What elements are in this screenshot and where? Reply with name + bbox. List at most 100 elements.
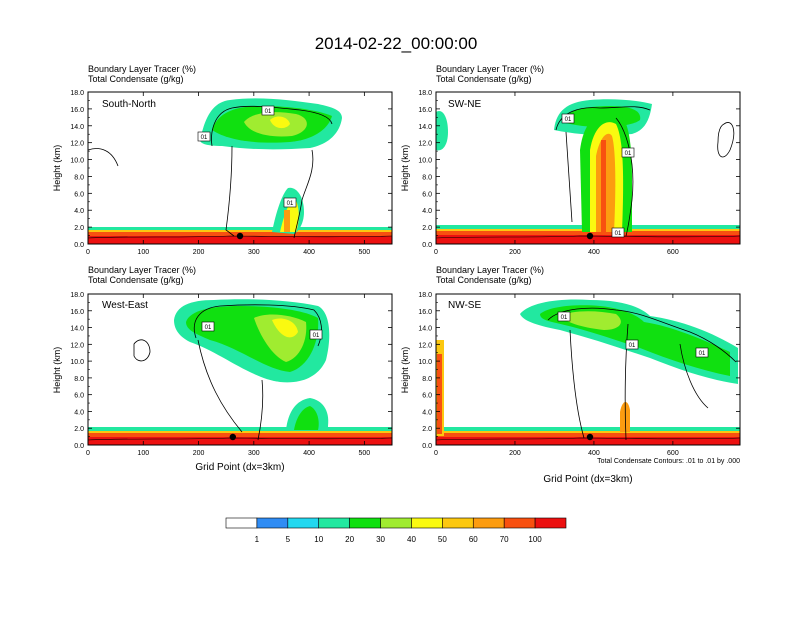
site-marker (586, 433, 594, 441)
y-tick-label: 10.0 (70, 158, 84, 165)
x-tick-label: 500 (359, 249, 371, 256)
colorbar-label: 70 (500, 535, 509, 544)
y-tick-label: 16.0 (418, 107, 432, 114)
x-tick-label: 200 (193, 249, 205, 256)
left-outline (88, 148, 119, 167)
panel-label: SW-NE (448, 99, 481, 110)
x-tick-label: 100 (137, 450, 149, 457)
x-tick-label: 400 (303, 450, 315, 457)
colorbar-swatch (503, 517, 536, 529)
y-tick-label: 4.0 (422, 208, 432, 215)
colorbar-swatch (256, 517, 289, 529)
x-tick-label: 200 (509, 249, 521, 256)
x-tick-label: 600 (667, 249, 679, 256)
y-axis: 0.0 2.0 4.0 6.0 8.0 10.0 12.0 14.0 16.0 18.0 (418, 90, 740, 249)
y-tick-label: 18.0 (418, 90, 432, 97)
colorbar-swatch (411, 517, 443, 529)
anvil-cloud-core (560, 311, 621, 330)
y-tick-label: 18.0 (70, 292, 84, 299)
x-axis: 0 200 400 600 (434, 294, 679, 457)
y-tick-label: 0.0 (74, 242, 84, 249)
colorbar-swatch (287, 517, 320, 529)
plot-area (436, 99, 740, 244)
contour-label: 01 (625, 339, 639, 350)
y-axis-label: Height (km) (400, 347, 410, 394)
contour-label: 01 (261, 105, 275, 116)
svg-text:01: 01 (205, 325, 212, 331)
colorbar-swatch (380, 517, 412, 529)
y-tick-label: 10.0 (70, 359, 84, 366)
surface-band-orange (436, 230, 740, 235)
x-axis-label: Grid Point (dx=3km) (543, 474, 632, 485)
y-tick-label: 0.0 (422, 443, 432, 450)
x-tick-label: 0 (434, 249, 438, 256)
colorbar-swatch (225, 517, 258, 529)
x-tick-label: 300 (248, 450, 260, 457)
y-tick-label: 14.0 (418, 124, 432, 131)
anvil-outline (547, 307, 737, 363)
y-tick-label: 4.0 (74, 409, 84, 416)
site-marker (236, 232, 244, 240)
surface-band-red (436, 436, 740, 445)
anvil-cloud-hot (272, 318, 298, 338)
site-marker (586, 232, 594, 240)
right-outline (717, 122, 735, 158)
y-tick-label: 4.0 (74, 208, 84, 215)
anvil-cloud-hot (270, 116, 290, 129)
y-tick-label: 2.0 (422, 426, 432, 433)
y-axis-label: Height (km) (52, 347, 62, 394)
y-tick-label: 6.0 (74, 393, 84, 400)
panel-label: NW-SE (448, 300, 481, 311)
y-axis: 0.0 2.0 4.0 6.0 8.0 10.0 12.0 14.0 16.0 18.0 (418, 292, 740, 450)
x-tick-label: 400 (588, 450, 600, 457)
surface-band-red (436, 234, 740, 244)
y-tick-label: 2.0 (74, 225, 84, 232)
plot-area (88, 299, 392, 445)
x-axis: 0 100 200 300 400 500 (86, 92, 370, 256)
y-tick-label: 8.0 (422, 376, 432, 383)
y-tick-label: 4.0 (422, 409, 432, 416)
x-tick-label: 200 (193, 450, 205, 457)
x-tick-label: 0 (86, 249, 90, 256)
x-tick-label: 600 (667, 450, 679, 457)
y-axis-label: Height (km) (400, 145, 410, 192)
y-tick-label: 6.0 (74, 191, 84, 198)
y-tick-label: 6.0 (422, 191, 432, 198)
y-axis: 0.0 2.0 4.0 6.0 8.0 10.0 12.0 14.0 16.0 18.0 (70, 292, 392, 450)
tower-hot-strip (601, 140, 606, 232)
surface-band-yellow (88, 430, 392, 433)
contour-label: 01 (611, 227, 625, 238)
colorbar-swatch (349, 517, 381, 529)
site-marker (229, 433, 237, 441)
surface-band-yellow (436, 430, 740, 433)
y-tick-label: 18.0 (70, 90, 84, 97)
right-outline (679, 343, 709, 409)
svg-text:01: 01 (287, 201, 294, 207)
y-tick-label: 10.0 (418, 158, 432, 165)
contour-label: 01 (283, 197, 297, 208)
y-tick-label: 0.0 (422, 242, 432, 249)
plot-area (88, 98, 392, 244)
panel-nw-se: Boundary Layer Tracer (%) Total Condensa… (400, 265, 741, 485)
left-edge-column-hot (437, 354, 442, 434)
panel-title-line2: Total Condensate (g/kg) (436, 74, 532, 84)
svg-text:01: 01 (565, 117, 572, 123)
svg-text:01: 01 (313, 333, 320, 339)
lower-cloud-core (294, 406, 319, 430)
x-axis: 0 100 200 300 400 500 (86, 294, 370, 457)
panel-label: South-North (102, 99, 156, 110)
surface-band-green (436, 427, 740, 431)
colorbar-label: 10 (314, 535, 323, 544)
surface-band-green (88, 227, 392, 230)
x-tick-label: 400 (588, 249, 600, 256)
panel-title-line2: Total Condensate (g/kg) (88, 275, 184, 285)
y-tick-label: 6.0 (422, 393, 432, 400)
panel-title-line1: Boundary Layer Tracer (%) (436, 64, 544, 74)
surface-band-yellow (88, 229, 392, 232)
y-axis-label: Height (km) (52, 145, 62, 192)
x-axis: 0 200 400 600 (434, 92, 679, 256)
contour-label: 01 (557, 311, 571, 322)
y-tick-label: 14.0 (70, 124, 84, 131)
y-tick-label: 14.0 (418, 326, 432, 333)
colorbar-label: 20 (345, 535, 354, 544)
